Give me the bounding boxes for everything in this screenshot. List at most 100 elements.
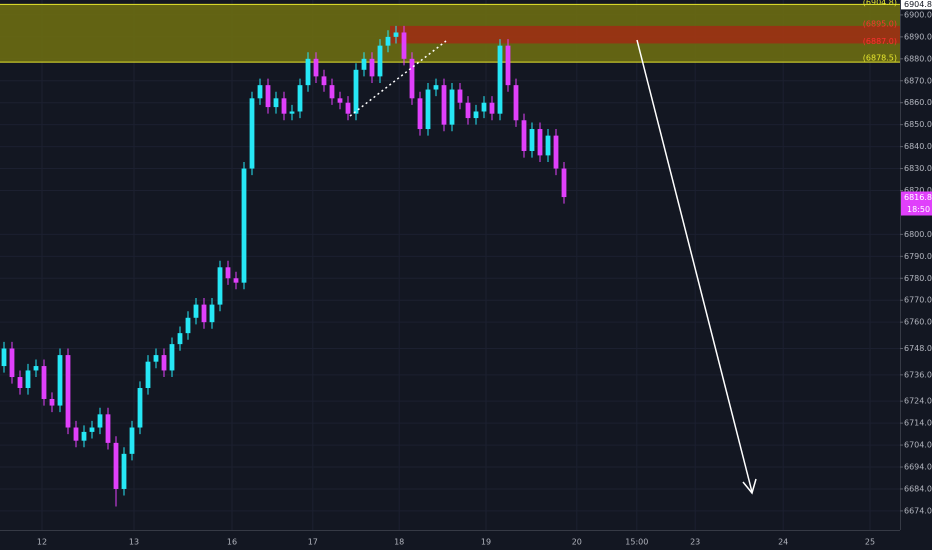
countdown-label: 18:50 xyxy=(907,205,930,214)
x-tick-label: 13 xyxy=(129,538,139,547)
arrow-head xyxy=(742,478,757,495)
candle-body xyxy=(41,366,47,399)
candle-body xyxy=(529,129,535,151)
y-tick-label: 6880.0 xyxy=(904,54,932,63)
candle-body xyxy=(225,267,231,279)
candle-body xyxy=(425,89,431,130)
candle-body xyxy=(337,98,343,103)
candle-body xyxy=(57,355,63,406)
candle-body xyxy=(457,89,463,103)
candle-body xyxy=(417,98,423,130)
y-tick-label: 6850.0 xyxy=(904,120,932,129)
candle-body xyxy=(185,317,191,334)
x-tick-label: 12 xyxy=(37,538,47,547)
candle-body xyxy=(33,366,39,371)
y-tick-label: 6860.0 xyxy=(904,98,932,107)
y-tick-label: 6760.0 xyxy=(904,318,932,327)
y-tick-label: 6780.0 xyxy=(904,274,932,283)
candle-body xyxy=(545,135,551,156)
candle-body xyxy=(121,453,127,489)
candle-body xyxy=(321,76,327,86)
resistance-zone xyxy=(390,25,900,44)
candle-body xyxy=(249,98,255,169)
candle-body xyxy=(233,278,239,283)
candle-body xyxy=(521,120,527,151)
candle-body xyxy=(353,69,359,114)
candle-body xyxy=(169,344,175,371)
dotted-trendline xyxy=(349,40,447,117)
y-tick-label: 6694.0 xyxy=(904,463,932,472)
y-tick-label: 6800.0 xyxy=(904,230,932,239)
candle-body xyxy=(81,431,87,441)
zone-label: (6904.8) xyxy=(863,0,897,7)
candle-body xyxy=(17,377,23,389)
candle-body xyxy=(449,89,455,125)
y-tick-label: 6900.0 xyxy=(904,10,932,19)
candle-body xyxy=(369,58,375,77)
candle-body xyxy=(137,388,143,428)
y-tick-label: 6770.0 xyxy=(904,296,932,305)
zone-label: (6878.5) xyxy=(863,54,897,63)
candle-body xyxy=(1,348,7,367)
y-tick-label: 6684.0 xyxy=(904,484,932,493)
candle-body xyxy=(537,129,543,156)
candle-body xyxy=(289,111,295,114)
candle-body xyxy=(65,355,71,428)
x-tick-label: 25 xyxy=(865,538,875,547)
x-tick-label: 19 xyxy=(481,538,491,547)
candle-body xyxy=(153,355,159,362)
candle-body xyxy=(49,398,55,406)
candle-body xyxy=(497,45,503,114)
candle-body xyxy=(561,168,567,198)
candle-body xyxy=(161,355,167,371)
candle-body xyxy=(105,414,111,443)
candle-body xyxy=(401,32,407,59)
y-tick-label: 6674.0 xyxy=(904,506,932,515)
candle-body xyxy=(297,85,303,112)
candle-body xyxy=(441,85,447,125)
x-tick-label: 20 xyxy=(572,538,582,547)
candle-body xyxy=(209,304,215,323)
y-tick-label: 6704.0 xyxy=(904,441,932,450)
candle-body xyxy=(433,85,439,90)
candle-body xyxy=(281,98,287,114)
candle-body xyxy=(329,85,335,99)
x-tick-label: 23 xyxy=(690,538,700,547)
candle-body xyxy=(473,111,479,119)
x-tick-label: 17 xyxy=(308,538,318,547)
candle-body xyxy=(305,58,311,86)
y-tick-label: 6870.0 xyxy=(904,76,932,85)
x-tick-label: 24 xyxy=(778,538,788,547)
forecast-arrow xyxy=(636,39,753,493)
y-tick-label: 6890.0 xyxy=(904,32,932,41)
x-tick-label: 18 xyxy=(394,538,404,547)
candle-body xyxy=(553,135,559,169)
y-tick-label: 6790.0 xyxy=(904,252,932,261)
candle-body xyxy=(241,168,247,283)
candle-body xyxy=(257,85,263,99)
y-tick-label: 6820.0 xyxy=(904,186,932,195)
x-tick-label: 16 xyxy=(227,538,237,547)
red-zone-label: (6895.0) xyxy=(863,19,897,28)
y-tick-label: 6830.0 xyxy=(904,164,932,173)
price-box-label: 6904.8 xyxy=(904,0,932,9)
candle-body xyxy=(89,427,95,432)
candle-body xyxy=(505,45,511,86)
candle-body xyxy=(73,427,79,441)
candle-body xyxy=(193,304,199,318)
y-tick-label: 6714.0 xyxy=(904,419,932,428)
candle-body xyxy=(129,427,135,454)
y-tick-label: 6724.0 xyxy=(904,397,932,406)
candle-body xyxy=(113,442,119,489)
price-box xyxy=(901,0,932,10)
candle-body xyxy=(217,267,223,305)
y-tick-label: 6736.0 xyxy=(904,370,932,379)
candle-body xyxy=(145,361,151,389)
candle-body xyxy=(273,98,279,108)
x-tick-label: 15:00 xyxy=(625,538,648,547)
y-tick-label: 6840.0 xyxy=(904,142,932,151)
red-zone-label: (6887.0) xyxy=(863,37,897,46)
candle-body xyxy=(9,348,15,378)
